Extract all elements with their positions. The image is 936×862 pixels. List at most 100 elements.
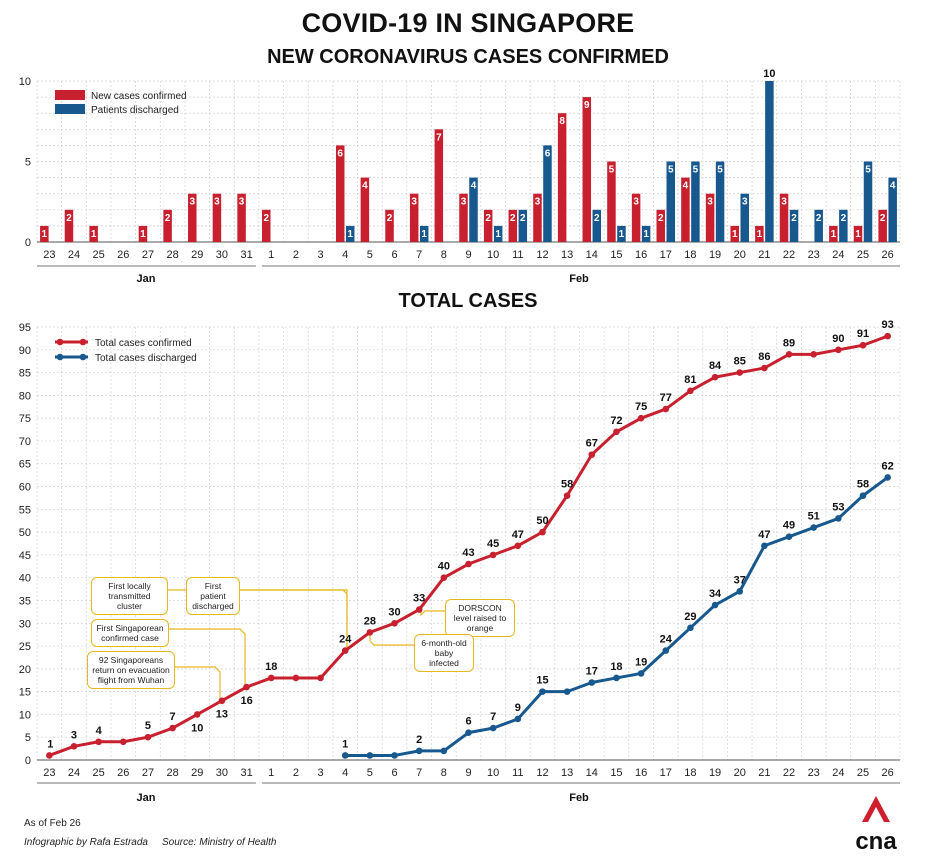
new-cases-bar bbox=[409, 193, 419, 242]
total-discharged-point bbox=[465, 729, 472, 736]
total-confirmed-point bbox=[736, 369, 744, 376]
total-confirmed-label: 86 bbox=[758, 351, 770, 363]
discharged-bar bbox=[715, 161, 725, 242]
annotation-first-local-cluster: First locally transmitted cluster bbox=[91, 577, 168, 615]
line-x-tick-label: 24 bbox=[832, 767, 844, 779]
line-chart-title: TOTAL CASES bbox=[398, 290, 538, 312]
annotation-first-discharge: First patient discharged bbox=[186, 577, 240, 615]
line-x-tick-label: 23 bbox=[808, 767, 820, 779]
discharged-bar bbox=[617, 225, 626, 242]
bar-value-label: 4 bbox=[890, 181, 896, 192]
legend-dot-confirmed bbox=[56, 338, 64, 346]
line-x-tick-label: 3 bbox=[317, 767, 323, 779]
total-confirmed-point bbox=[563, 492, 571, 499]
total-discharged-point bbox=[440, 747, 448, 755]
new-cases-bar bbox=[557, 113, 567, 242]
line-x-tick-label: 12 bbox=[536, 767, 548, 779]
discharged-bar bbox=[641, 225, 651, 242]
line-x-tick-label: 10 bbox=[487, 767, 499, 779]
line-x-tick-label: 2 bbox=[293, 767, 299, 779]
bar-x-tick-label: 17 bbox=[660, 249, 672, 261]
line-x-tick-label: 27 bbox=[142, 767, 154, 779]
bar-x-tick-label: 16 bbox=[635, 249, 647, 261]
new-cases-bar bbox=[656, 209, 666, 242]
new-cases-bar bbox=[681, 177, 690, 242]
total-confirmed-point bbox=[859, 341, 867, 349]
bar-x-tick-label: 23 bbox=[808, 249, 820, 261]
bar-x-tick-label: 9 bbox=[465, 249, 471, 261]
total-confirmed-label: 30 bbox=[388, 606, 400, 618]
annotation-connector bbox=[240, 589, 348, 651]
legend-swatch-discharged bbox=[55, 104, 85, 114]
discharged-bar bbox=[493, 225, 503, 242]
svg-text:cna: cna bbox=[855, 828, 897, 854]
total-discharged-label: 29 bbox=[684, 611, 696, 623]
line-y-tick-label: 85 bbox=[19, 368, 31, 380]
line-x-tick-label: 14 bbox=[586, 767, 598, 779]
bar-value-label: 2 bbox=[816, 213, 822, 224]
total-discharged-point bbox=[662, 647, 670, 654]
bar-value-label: 4 bbox=[683, 181, 689, 192]
line-x-tick-label: 7 bbox=[416, 767, 422, 779]
total-confirmed-point bbox=[465, 560, 472, 568]
discharged-bar bbox=[839, 209, 848, 242]
total-discharged-label: 9 bbox=[515, 702, 521, 714]
total-discharged-point bbox=[810, 524, 817, 531]
total-discharged-point bbox=[637, 670, 645, 677]
bar-x-tick-label: 29 bbox=[191, 249, 203, 261]
line-x-tick-label: 23 bbox=[43, 767, 55, 779]
bar-value-label: 6 bbox=[545, 148, 551, 159]
total-confirmed-point bbox=[70, 743, 78, 750]
discharged-bar bbox=[814, 209, 823, 242]
total-confirmed-point bbox=[267, 674, 275, 682]
total-confirmed-label: 24 bbox=[339, 634, 352, 646]
total-confirmed-label: 58 bbox=[561, 479, 573, 491]
bar-x-tick-label: 24 bbox=[68, 249, 80, 261]
total-discharged-point bbox=[613, 674, 620, 682]
total-confirmed-label: 10 bbox=[191, 722, 203, 734]
total-confirmed-point bbox=[810, 351, 817, 358]
legend-dot-discharged bbox=[56, 353, 64, 361]
line-y-tick-label: 25 bbox=[19, 641, 31, 653]
discharged-bar bbox=[691, 161, 700, 242]
new-cases-bar bbox=[779, 193, 789, 242]
total-confirmed-point bbox=[785, 351, 793, 358]
total-discharged-label: 17 bbox=[586, 666, 598, 678]
total-confirmed-label: 1 bbox=[47, 738, 53, 750]
total-confirmed-label: 91 bbox=[857, 328, 869, 340]
line-x-tick-label: 22 bbox=[783, 767, 795, 779]
bar-value-label: 2 bbox=[485, 213, 491, 224]
bar-x-tick-label: 6 bbox=[391, 249, 397, 261]
bar-chart-title: NEW CORONAVIRUS CASES CONFIRMED bbox=[267, 46, 669, 68]
total-confirmed-point bbox=[292, 674, 300, 682]
bar-x-tick-label: 18 bbox=[684, 249, 696, 261]
line-y-tick-label: 95 bbox=[19, 322, 31, 334]
total-confirmed-point bbox=[588, 451, 596, 458]
total-discharged-label: 34 bbox=[709, 588, 722, 600]
total-confirmed-label: 18 bbox=[265, 661, 277, 673]
new-cases-bar bbox=[360, 177, 370, 242]
line-y-tick-label: 50 bbox=[19, 527, 31, 539]
bar-y-tick-label: 5 bbox=[25, 157, 31, 169]
total-confirmed-label: 43 bbox=[462, 547, 474, 559]
new-cases-bar bbox=[40, 225, 49, 242]
bar-value-label: 5 bbox=[865, 165, 871, 176]
total-discharged-label: 1 bbox=[342, 738, 348, 750]
bar-x-tick-label: 10 bbox=[487, 249, 499, 261]
bar-value-label: 2 bbox=[263, 213, 269, 224]
total-confirmed-label: 45 bbox=[487, 538, 499, 550]
bar-value-label: 3 bbox=[633, 197, 639, 208]
new-cases-bar bbox=[188, 193, 197, 242]
line-x-tick-label: 31 bbox=[240, 767, 252, 779]
new-cases-bar bbox=[261, 209, 271, 242]
total-discharged-point bbox=[761, 542, 768, 550]
total-confirmed-point bbox=[243, 683, 250, 691]
total-discharged-label: 37 bbox=[734, 574, 746, 586]
total-confirmed-point bbox=[662, 405, 670, 413]
new-cases-bar bbox=[385, 209, 394, 242]
line-y-tick-label: 35 bbox=[19, 595, 31, 607]
bar-x-tick-label: 25 bbox=[857, 249, 869, 261]
bar-value-label: 2 bbox=[66, 213, 72, 224]
total-confirmed-label: 47 bbox=[512, 529, 524, 541]
